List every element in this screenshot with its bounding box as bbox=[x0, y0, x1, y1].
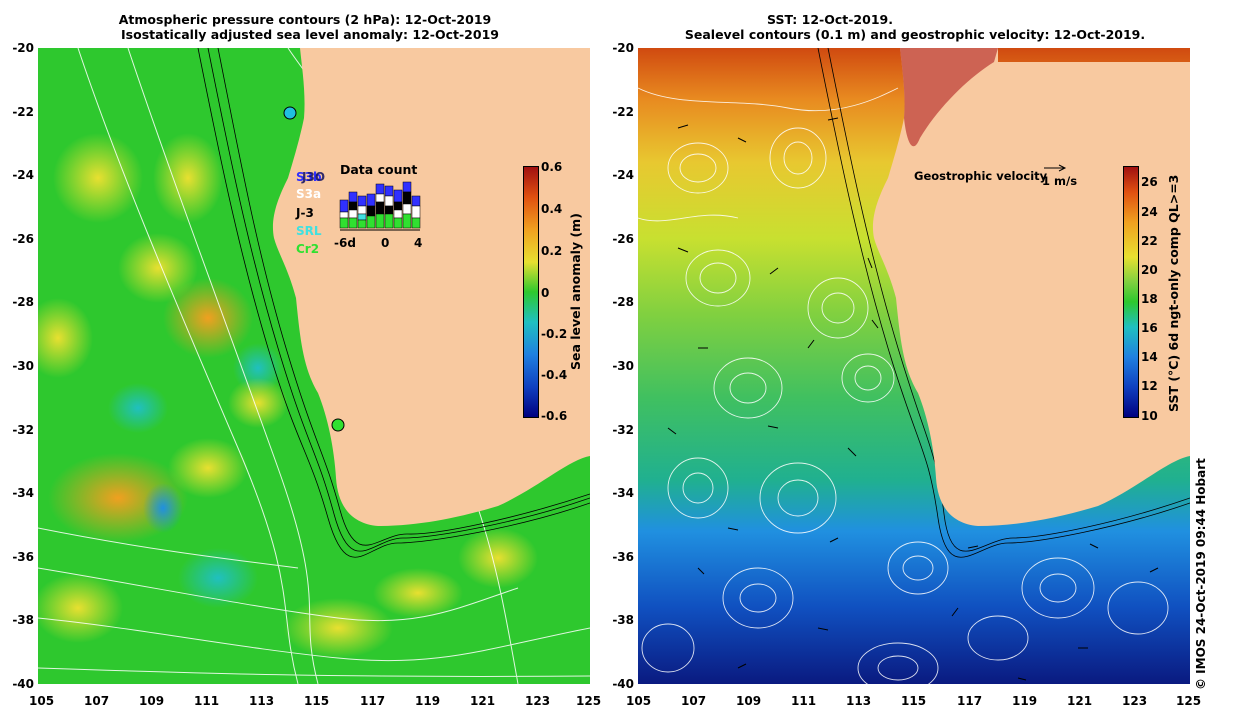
sst-tick-7: 12 bbox=[1141, 379, 1158, 393]
left-ytick-6: -32 bbox=[12, 423, 34, 437]
sst-tick-4: 18 bbox=[1141, 292, 1158, 306]
right-xtick-10: 125 bbox=[1176, 694, 1202, 708]
legend-srl: SRL bbox=[296, 224, 322, 238]
data-count-title: Data count bbox=[340, 162, 418, 177]
sla-tick-1: 0.4 bbox=[541, 202, 563, 216]
left-xtick-1: 107 bbox=[84, 694, 110, 708]
left-ytick-10: -40 bbox=[12, 677, 34, 691]
right-ytick-3: -26 bbox=[612, 232, 634, 246]
data-count-axis-max: 4 bbox=[414, 236, 423, 250]
left-xtick-7: 119 bbox=[415, 694, 441, 708]
sla-tick-3: 0 bbox=[541, 286, 550, 300]
data-count-axis-min: -6d bbox=[334, 236, 356, 250]
sst-tick-8: 10 bbox=[1141, 409, 1158, 423]
right-xtick-9: 123 bbox=[1122, 694, 1148, 708]
sla-tick-6: -0.6 bbox=[541, 409, 568, 423]
right-ytick-5: -30 bbox=[612, 359, 634, 373]
sea-level-anomaly-map: S3b J3O S3a J-3 SRL Cr2 Data count -6d 0… bbox=[38, 48, 590, 684]
legend-s3b: S3b bbox=[296, 170, 322, 184]
left-title-line2: Isostatically adjusted sea level anomaly… bbox=[121, 27, 499, 42]
right-ytick-10: -40 bbox=[612, 677, 634, 691]
sst-map: Geostrophic velocity 1 m/s bbox=[638, 48, 1190, 684]
right-xtick-4: 113 bbox=[846, 694, 872, 708]
left-xtick-6: 117 bbox=[360, 694, 386, 708]
satellite-legend: S3b J3O S3a J-3 SRL Cr2 Data count -6d 0… bbox=[294, 162, 434, 276]
data-count-axis-zero: 0 bbox=[381, 236, 390, 250]
data-count-bars bbox=[339, 181, 421, 231]
sst-tick-3: 20 bbox=[1141, 263, 1158, 277]
right-xtick-2: 109 bbox=[736, 694, 762, 708]
sst-tick-6: 14 bbox=[1141, 350, 1158, 364]
legend-cr2: Cr2 bbox=[296, 242, 320, 256]
legend-j3o: J3O bbox=[302, 170, 326, 184]
legend-s3a: S3a bbox=[296, 187, 322, 201]
sla-tick-0: 0.6 bbox=[541, 160, 563, 174]
sst-tick-5: 16 bbox=[1141, 321, 1158, 335]
right-ytick-4: -28 bbox=[612, 295, 634, 309]
sst-tick-2: 22 bbox=[1141, 234, 1158, 248]
left-ytick-0: -20 bbox=[12, 41, 34, 55]
right-xtick-3: 111 bbox=[791, 694, 817, 708]
left-xtick-4: 113 bbox=[249, 694, 275, 708]
right-xtick-7: 119 bbox=[1012, 694, 1038, 708]
left-xtick-2: 109 bbox=[139, 694, 165, 708]
right-xtick-1: 107 bbox=[681, 694, 707, 708]
left-title-line1: Atmospheric pressure contours (2 hPa): 1… bbox=[118, 12, 492, 27]
right-ytick-0: -20 bbox=[612, 41, 634, 55]
geostrophic-velocity-label: Geostrophic velocity bbox=[914, 169, 1048, 183]
left-ytick-4: -28 bbox=[12, 295, 34, 309]
sst-tick-0: 26 bbox=[1141, 175, 1158, 189]
sla-tick-2: 0.2 bbox=[541, 244, 563, 258]
right-ytick-8: -36 bbox=[612, 550, 634, 564]
sla-tick-4: -0.2 bbox=[541, 327, 568, 341]
right-xtick-8: 121 bbox=[1067, 694, 1093, 708]
left-ytick-9: -38 bbox=[12, 613, 34, 627]
right-title-line2: Sealevel contours (0.1 m) and geostrophi… bbox=[684, 27, 1146, 42]
right-xtick-6: 117 bbox=[957, 694, 983, 708]
left-xtick-10: 125 bbox=[576, 694, 602, 708]
left-xtick-3: 111 bbox=[194, 694, 220, 708]
right-title-line1: SST: 12-Oct-2019. bbox=[767, 12, 893, 27]
right-ytick-1: -22 bbox=[612, 105, 634, 119]
velocity-scale-label: 1 m/s bbox=[1042, 174, 1078, 188]
left-ytick-8: -36 bbox=[12, 550, 34, 564]
right-ytick-2: -24 bbox=[612, 168, 634, 182]
left-ytick-1: -22 bbox=[12, 105, 34, 119]
imos-credit: © IMOS 24-Oct-2019 09:44 Hobart bbox=[1194, 458, 1208, 690]
sst-colorbar bbox=[1123, 166, 1139, 418]
left-ytick-5: -30 bbox=[12, 359, 34, 373]
right-ytick-9: -38 bbox=[612, 613, 634, 627]
sst-tick-1: 24 bbox=[1141, 205, 1158, 219]
left-xtick-8: 121 bbox=[470, 694, 496, 708]
right-xtick-0: 105 bbox=[626, 694, 652, 708]
left-xtick-0: 105 bbox=[29, 694, 55, 708]
sla-tick-5: -0.4 bbox=[541, 368, 568, 382]
right-ytick-7: -34 bbox=[612, 486, 634, 500]
left-ytick-3: -26 bbox=[12, 232, 34, 246]
left-xtick-5: 115 bbox=[304, 694, 330, 708]
left-xtick-9: 123 bbox=[525, 694, 551, 708]
right-ytick-6: -32 bbox=[612, 423, 634, 437]
right-xtick-5: 115 bbox=[901, 694, 927, 708]
sla-colorbar-label: Sea level anomaly (m) bbox=[568, 213, 583, 370]
sst-colorbar-label: SST (°C) 6d ngt-only comp QL>=3 bbox=[1166, 174, 1181, 412]
legend-j3: J-3 bbox=[296, 206, 314, 220]
left-ytick-2: -24 bbox=[12, 168, 34, 182]
left-ytick-7: -34 bbox=[12, 486, 34, 500]
sla-colorbar bbox=[523, 166, 539, 418]
